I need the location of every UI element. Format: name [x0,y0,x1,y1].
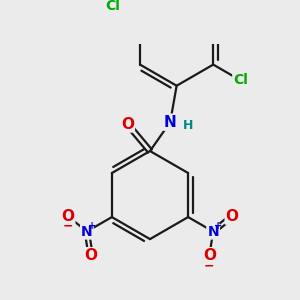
Text: Cl: Cl [233,74,248,87]
Text: −: − [62,220,73,232]
Text: N: N [207,224,219,239]
Text: O: O [226,208,239,224]
Text: O: O [84,248,97,263]
Text: −: − [204,259,214,272]
Text: N: N [164,115,177,130]
Text: Cl: Cl [105,0,120,14]
Text: +: + [88,221,96,231]
Text: O: O [203,248,216,263]
Text: O: O [61,208,74,224]
Text: H: H [182,119,193,132]
Text: N: N [81,224,93,239]
Text: +: + [214,221,223,231]
Text: O: O [121,116,134,131]
